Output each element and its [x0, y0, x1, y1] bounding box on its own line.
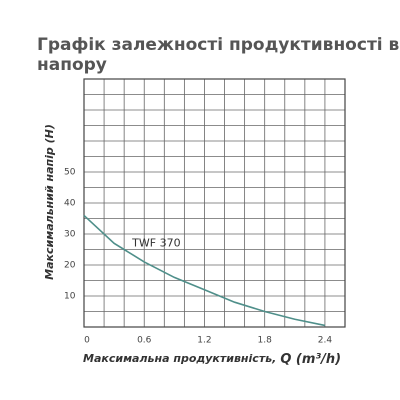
annotation: TWF 370	[131, 236, 180, 249]
y-tick-label: 10	[64, 292, 76, 302]
y-tick-label: 20	[64, 261, 76, 271]
line-series	[83, 214, 326, 327]
y-tick-label: 30	[64, 230, 76, 240]
y-axis-label: Максимальний напір (H)	[43, 124, 56, 280]
y-tick-label: 50	[64, 168, 76, 178]
title-part: напору	[37, 55, 107, 75]
x-tick-label: 0	[84, 336, 90, 346]
x-unit-label: Q (m³/h)	[280, 352, 341, 367]
x-axis-label: Максимальна продуктивність, Q (m³/h)	[83, 352, 341, 367]
y-tick-label: 40	[64, 199, 76, 209]
x-tick-label: 1.8	[258, 336, 273, 346]
x-tick-label: 0.6	[137, 336, 152, 346]
plot-frame	[83, 78, 346, 328]
x-tick-label: 1.2	[197, 336, 211, 346]
chart-title: Графік залежності продуктивності від напо…	[37, 35, 400, 75]
x-tick-label: 2.4	[318, 336, 333, 346]
title-part: Графік залежності продуктивності від	[37, 35, 400, 55]
x-label-text: Максимальна продуктивність,	[83, 352, 276, 365]
